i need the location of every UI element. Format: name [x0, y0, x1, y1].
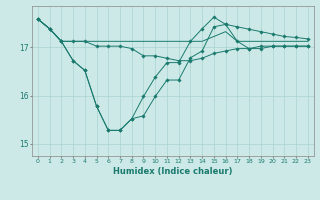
X-axis label: Humidex (Indice chaleur): Humidex (Indice chaleur): [113, 167, 233, 176]
